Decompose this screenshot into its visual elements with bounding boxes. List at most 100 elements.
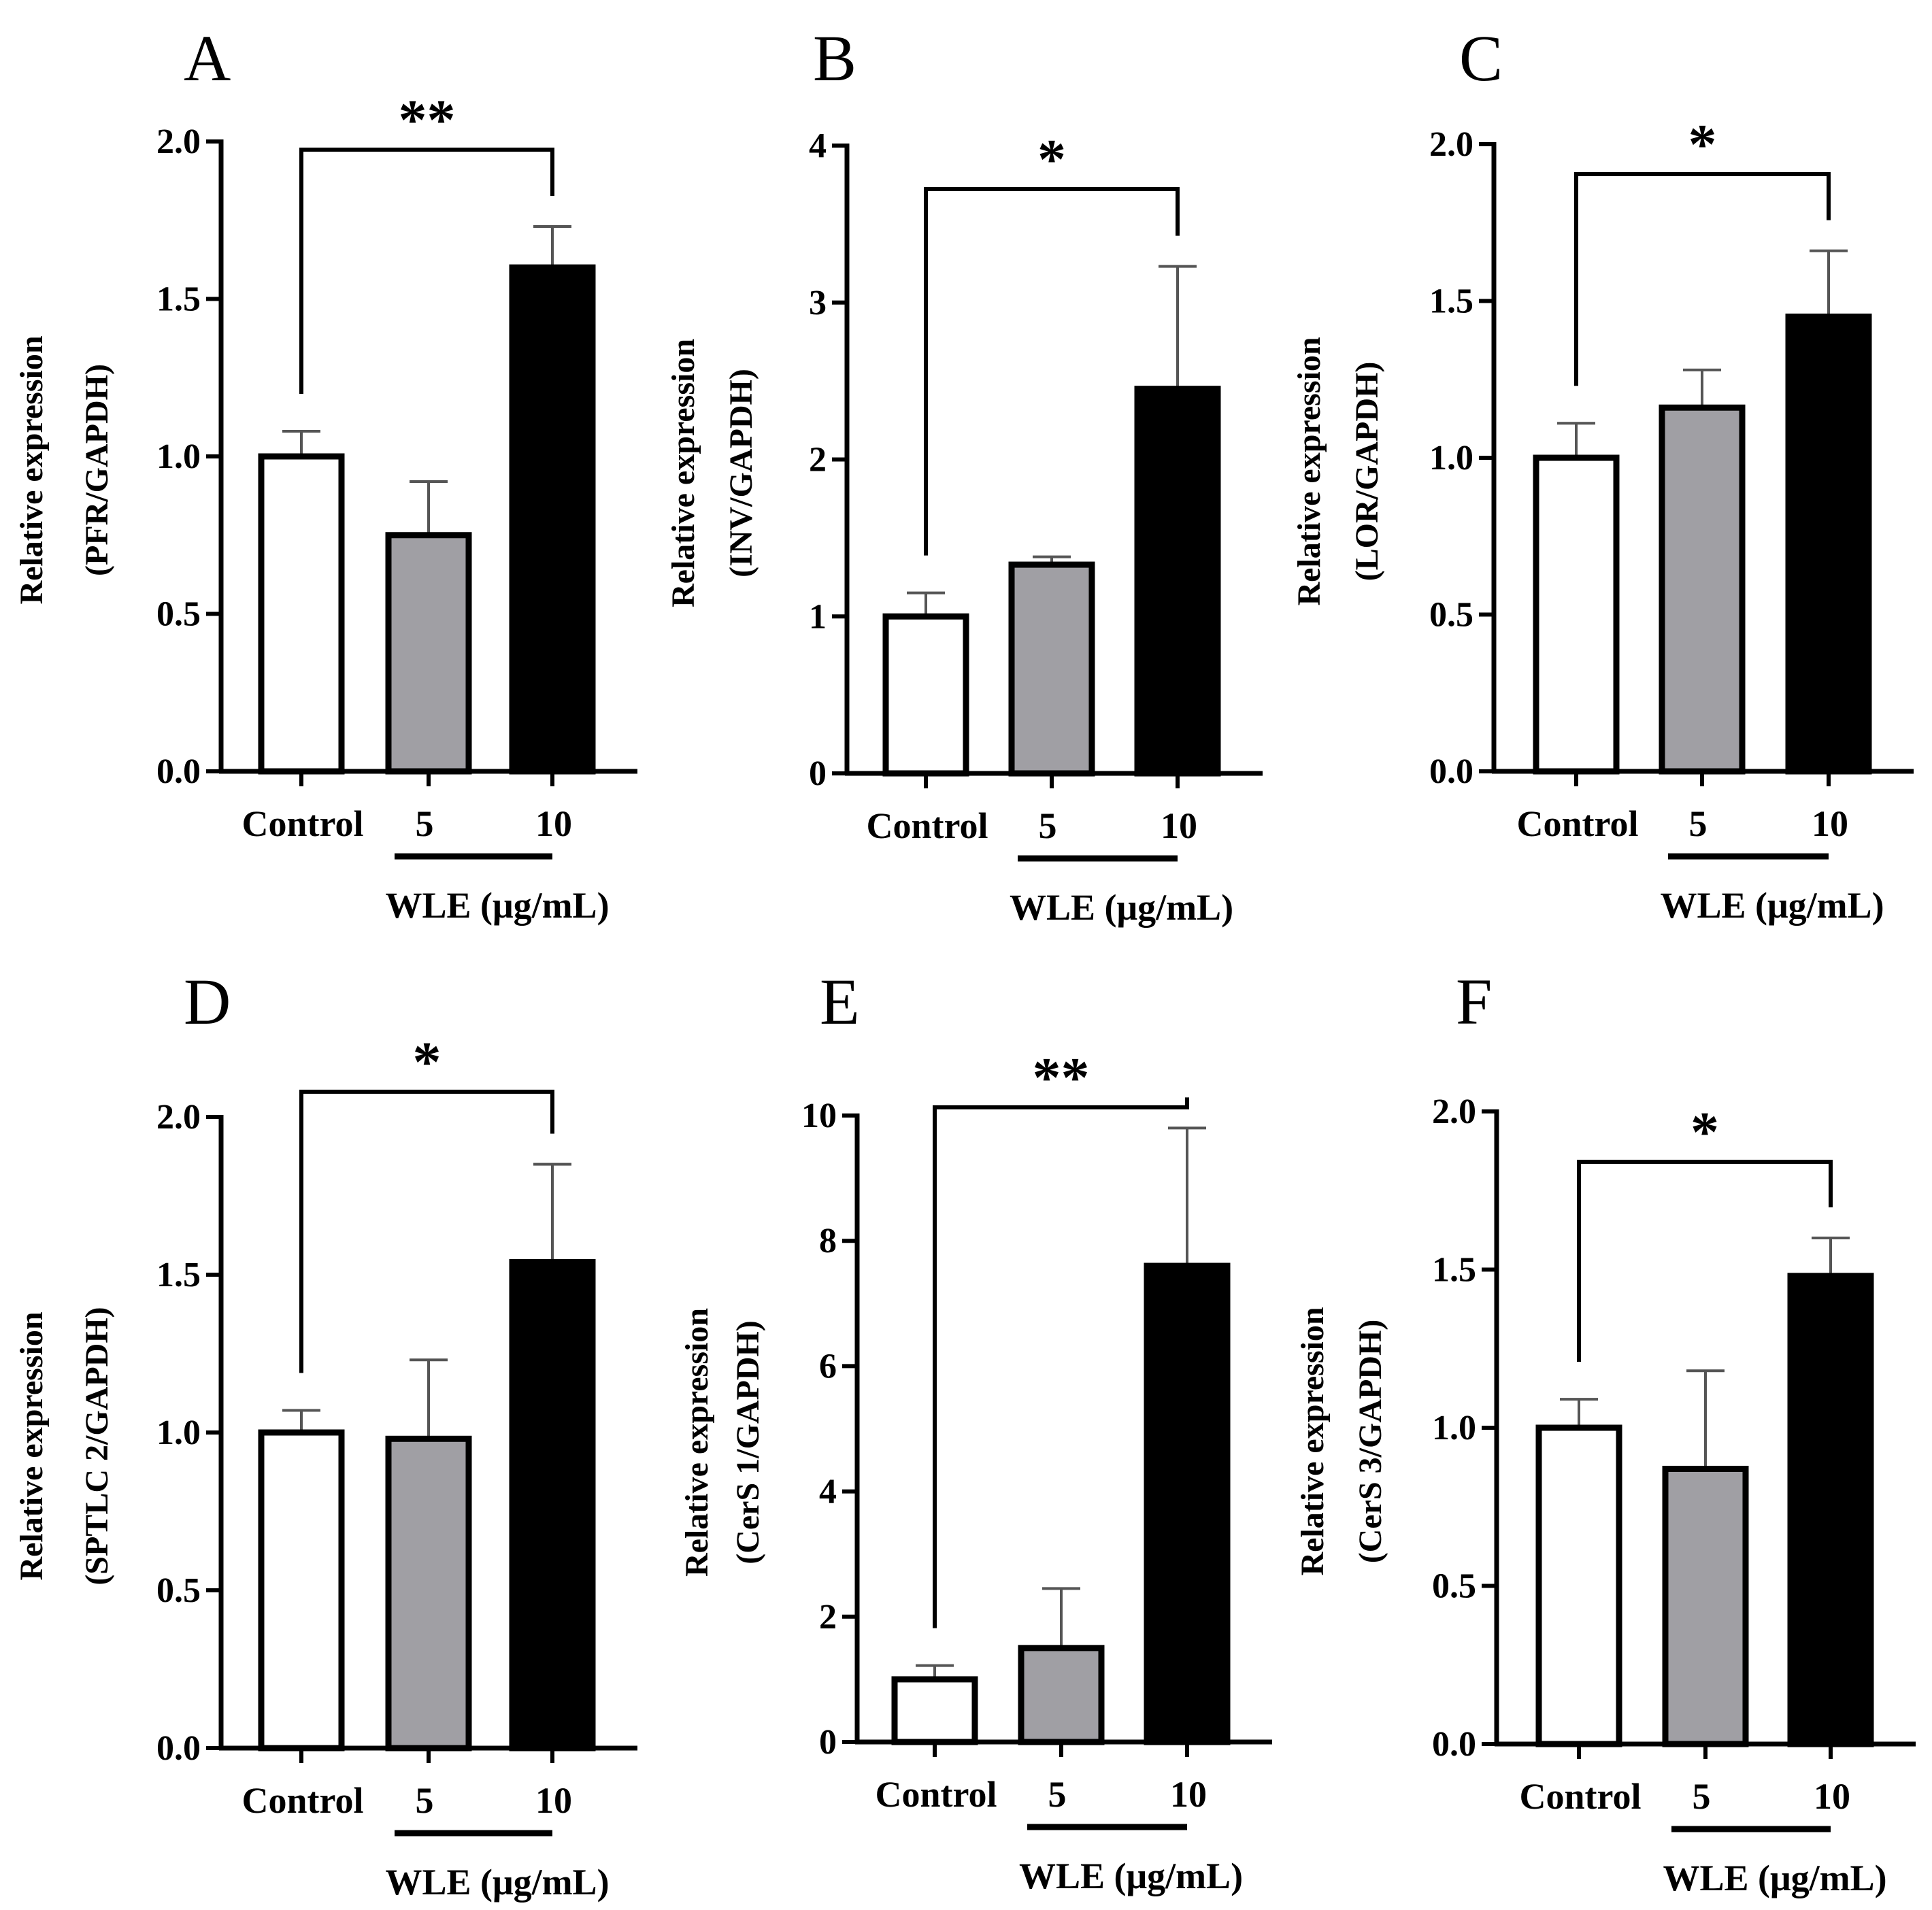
- y-axis-label: Relative expression (SPTLC 2/GAPDH): [14, 1307, 115, 1585]
- group-label: WLE (μg/mL): [1019, 1856, 1243, 1896]
- bar-control: [258, 1429, 345, 1752]
- y-tick-label: 8: [819, 1222, 837, 1260]
- y-tick-label: 2.0: [156, 122, 201, 161]
- bar-5: [385, 1435, 472, 1752]
- y-axis-label-line1: Relative expression: [1291, 337, 1327, 605]
- group-label: WLE (μg/mL): [1660, 885, 1884, 926]
- bar-10: [1144, 1262, 1231, 1745]
- x-category-label: Control: [1516, 803, 1638, 844]
- panel-letter: C: [1459, 22, 1503, 95]
- y-tick-label: 0.5: [1432, 1567, 1476, 1606]
- chart-panel-a: A Relative expression (PFR/GAPDH) 0.0 0.5 1.0…: [14, 22, 637, 926]
- bar-10: [1785, 314, 1872, 775]
- y-tick-label: 2.0: [156, 1098, 201, 1137]
- bar-5: [1018, 1645, 1105, 1745]
- x-category-label: 5: [1039, 805, 1057, 846]
- x-category-label: 10: [1814, 1776, 1850, 1817]
- y-axis-label: Relative expression (CerS 3/GAPDH): [1295, 1307, 1388, 1575]
- y-axis-label: Relative expression (PFR/GAPDH): [14, 335, 115, 604]
- y-tick-label: 1.5: [156, 1256, 201, 1294]
- y-tick-label: 1.0: [1432, 1409, 1476, 1447]
- y-tick-label: 1.0: [1429, 439, 1473, 478]
- bar-10: [1787, 1273, 1874, 1747]
- bar-control: [1535, 1424, 1622, 1747]
- y-axis-label-line2: (INV/GAPDH): [723, 369, 759, 577]
- significance-label: **: [1033, 1046, 1090, 1109]
- y-tick-label: 1: [809, 597, 827, 636]
- chart-panel-b: B Relative expression (INV/GAPDH) 0 1 2 3 4 Cont…: [665, 22, 1263, 928]
- x-category-label: Control: [875, 1774, 997, 1815]
- y-tick-label: 0.0: [156, 1729, 201, 1768]
- x-category-label: 5: [1693, 1776, 1711, 1817]
- y-tick-label: 2: [819, 1598, 837, 1637]
- y-tick-label: 3: [809, 284, 827, 322]
- bar-10: [509, 264, 596, 775]
- y-tick-label: 0.5: [156, 595, 201, 634]
- y-tick-label: 2: [809, 441, 827, 480]
- y-tick-label: 0.5: [156, 1571, 201, 1610]
- group-label: WLE (μg/mL): [385, 885, 609, 926]
- bar-5: [1659, 404, 1746, 775]
- x-category-label: Control: [242, 803, 363, 844]
- chart-panel-d: D Relative expression (SPTLC 2/GAPDH) 0.0 0.…: [14, 965, 637, 1903]
- y-axis-label-line2: (SPTLC 2/GAPDH): [79, 1307, 115, 1585]
- y-tick-label: 1.0: [156, 437, 201, 476]
- bar-5: [1662, 1465, 1749, 1747]
- y-axis-label-line2: (LOR/GAPDH): [1349, 362, 1385, 582]
- x-category-label: Control: [1519, 1776, 1641, 1817]
- y-axis-label: Relative expression (LOR/GAPDH): [1291, 337, 1385, 605]
- y-tick-label: 0.5: [1429, 596, 1473, 635]
- y-axis-label-line2: (CerS 3/GAPDH): [1352, 1320, 1388, 1564]
- y-tick-label: 0: [809, 754, 827, 793]
- bar-5: [1008, 561, 1095, 777]
- significance-bracket: [924, 187, 1180, 556]
- bar-control: [1533, 454, 1620, 775]
- x-category-label: 10: [1170, 1774, 1207, 1815]
- panel-letter: E: [820, 965, 860, 1038]
- x-category-label: 5: [1048, 1774, 1067, 1815]
- y-tick-label: 0: [819, 1723, 837, 1762]
- significance-label: *: [1690, 1101, 1719, 1164]
- y-axis-label-line1: Relative expression: [679, 1308, 715, 1577]
- x-category-label: 5: [416, 803, 434, 844]
- y-tick-label: 10: [801, 1096, 837, 1135]
- bar-control: [882, 613, 969, 777]
- y-axis-label-line2: (CerS 1/GAPDH): [730, 1320, 766, 1564]
- y-tick-label: 4: [809, 127, 827, 165]
- bar-5: [385, 532, 472, 775]
- bar-control: [891, 1676, 978, 1745]
- x-category-label: 5: [1689, 803, 1708, 844]
- x-category-label: 10: [535, 1780, 572, 1821]
- chart-panel-e: E Relative expression (CerS 1/GAPDH) 0 2 4 6 8 1…: [679, 965, 1272, 1896]
- chart-panel-f: F Relative expression (CerS 3/GAPDH) 0.0 0.5…: [1295, 965, 1916, 1898]
- x-category-label: 10: [1161, 805, 1197, 846]
- y-tick-label: 1.5: [1432, 1251, 1476, 1290]
- y-tick-label: 4: [819, 1473, 837, 1511]
- panel-letter: F: [1456, 965, 1492, 1038]
- panel-letter: B: [813, 22, 856, 95]
- y-tick-label: 1.0: [156, 1413, 201, 1452]
- y-tick-label: 0.0: [1432, 1725, 1476, 1764]
- significance-bracket: [299, 148, 554, 394]
- x-category-label: 10: [535, 803, 572, 844]
- y-tick-label: 6: [819, 1347, 837, 1386]
- y-axis-label-line2: (PFR/GAPDH): [79, 364, 115, 576]
- y-tick-label: 0.0: [156, 752, 201, 791]
- significance-bracket: [1577, 1160, 1833, 1362]
- bar-10: [1134, 386, 1221, 777]
- y-axis-label-line1: Relative expression: [1295, 1307, 1331, 1575]
- y-tick-label: 0.0: [1429, 752, 1473, 791]
- bar-10: [509, 1258, 596, 1752]
- y-tick-label: 1.5: [1429, 282, 1473, 321]
- x-category-label: 5: [416, 1780, 434, 1821]
- significance-bracket: [299, 1090, 554, 1373]
- x-category-label: Control: [242, 1780, 363, 1821]
- significance-label: *: [1688, 113, 1717, 176]
- panel-letter: D: [184, 965, 231, 1038]
- y-tick-label: 2.0: [1432, 1092, 1476, 1131]
- y-tick-label: 1.5: [156, 280, 201, 319]
- chart-panel-c: C Relative expression (LOR/GAPDH) 0.0 0.5 1.0…: [1291, 22, 1914, 926]
- significance-label: *: [1037, 128, 1066, 191]
- bar-control: [258, 453, 345, 775]
